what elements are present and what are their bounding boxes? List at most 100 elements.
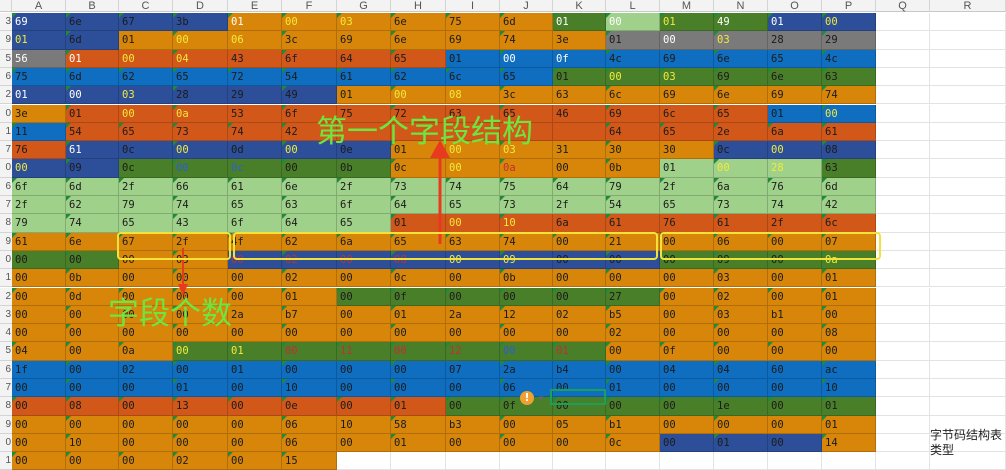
grid-cell[interactable]: 00 <box>768 379 822 398</box>
grid-cell[interactable]: 00 <box>822 305 876 325</box>
grid-cell[interactable]: 08 <box>822 324 876 343</box>
grid-cell[interactable]: 62 <box>282 232 337 251</box>
grid-cell[interactable]: 72 <box>228 67 282 87</box>
grid-cell[interactable]: 64 <box>391 196 446 215</box>
column-header-k[interactable]: K <box>553 0 606 12</box>
column-header-j[interactable]: J <box>500 0 553 12</box>
grid-cell[interactable]: 74 <box>66 214 119 233</box>
grid-cell[interactable]: 00 <box>446 141 500 160</box>
grid-cell[interactable]: 54 <box>282 67 337 87</box>
grid-cell[interactable]: 56 <box>12 49 66 68</box>
row-header[interactable]: 5 <box>0 342 12 361</box>
grid-cell[interactable]: 0c <box>391 159 446 178</box>
grid-cell[interactable]: 01 <box>119 31 173 50</box>
grid-cell[interactable]: 3e <box>12 104 66 123</box>
grid-cell[interactable]: 65 <box>391 232 446 251</box>
grid-cell[interactable]: 00 <box>119 269 173 288</box>
grid-cell[interactable] <box>876 86 930 105</box>
grid-cell[interactable]: 00 <box>12 397 66 416</box>
grid-cell[interactable]: 1e <box>714 397 768 416</box>
grid-cell[interactable]: 01 <box>337 86 391 105</box>
grid-cell[interactable] <box>930 324 1006 343</box>
grid-cell[interactable]: 6e <box>66 232 119 251</box>
grid-cell[interactable]: 00 <box>606 397 660 416</box>
grid-cell[interactable]: 00 <box>337 360 391 379</box>
grid-cell[interactable]: 00 <box>337 397 391 416</box>
grid-cell[interactable]: 00 <box>66 415 119 434</box>
grid-cell[interactable]: 00 <box>12 305 66 325</box>
grid-cell[interactable]: 61 <box>228 177 282 196</box>
grid-cell[interactable]: 28 <box>768 159 822 178</box>
grid-cell[interactable]: 00 <box>714 342 768 361</box>
grid-cell[interactable]: 00 <box>66 250 119 270</box>
grid-cell[interactable]: 2a <box>446 305 500 325</box>
grid-cell[interactable]: 54 <box>66 122 119 142</box>
grid-cell[interactable]: 02 <box>119 360 173 379</box>
column-header-h[interactable]: H <box>391 0 446 12</box>
chevron-down-icon[interactable]: ▼ <box>537 394 545 403</box>
grid-cell[interactable]: 62 <box>391 67 446 87</box>
grid-cell[interactable]: 04 <box>714 360 768 379</box>
grid-cell[interactable]: 01 <box>768 13 822 32</box>
grid-cell[interactable]: 65 <box>173 67 228 87</box>
grid-cell[interactable]: 06 <box>714 232 768 251</box>
row-header[interactable]: 4 <box>0 324 12 343</box>
grid-cell[interactable]: 10 <box>282 379 337 398</box>
grid-cell[interactable]: 1f <box>12 360 66 379</box>
grid-cell[interactable]: 65 <box>660 196 714 215</box>
grid-cell[interactable]: 00 <box>173 159 228 178</box>
grid-cell[interactable]: 6d <box>66 177 119 196</box>
grid-cell[interactable]: 76 <box>660 214 714 233</box>
grid-cell[interactable]: 00 <box>660 250 714 270</box>
grid-cell[interactable] <box>876 305 930 325</box>
grid-cell[interactable]: 12 <box>500 305 553 325</box>
grid-cell[interactable]: 6d <box>822 177 876 196</box>
grid-cell[interactable]: 08 <box>391 250 446 270</box>
grid-cell[interactable]: 2f <box>768 214 822 233</box>
grid-cell[interactable]: 49 <box>714 13 768 32</box>
grid-cell[interactable]: 0a <box>119 342 173 361</box>
active-cell-border[interactable] <box>550 389 606 405</box>
grid-cell[interactable]: 01 <box>66 104 119 123</box>
grid-cell[interactable] <box>500 122 553 142</box>
grid-cell[interactable]: 6f <box>282 49 337 68</box>
grid-cell[interactable]: 21 <box>606 232 660 251</box>
grid-cell[interactable]: 00 <box>66 305 119 325</box>
grid-cell[interactable]: 6e <box>391 31 446 50</box>
column-header-b[interactable]: B <box>66 0 119 12</box>
grid-cell[interactable]: 00 <box>768 269 822 288</box>
grid-cell[interactable]: 6e <box>391 13 446 32</box>
grid-cell[interactable]: 00 <box>119 452 173 470</box>
grid-cell[interactable]: 14 <box>822 433 876 453</box>
grid-cell[interactable]: 00 <box>66 379 119 398</box>
grid-cell[interactable]: 00 <box>768 433 822 453</box>
column-header-o[interactable]: O <box>768 0 822 12</box>
grid-cell[interactable] <box>876 13 930 32</box>
row-header[interactable]: 0 <box>0 159 12 178</box>
grid-cell[interactable]: 64 <box>282 214 337 233</box>
grid-cell[interactable] <box>768 452 822 470</box>
grid-cell[interactable]: 63 <box>282 196 337 215</box>
column-header-n[interactable]: N <box>714 0 768 12</box>
grid-cell[interactable]: 0e <box>282 397 337 416</box>
grid-cell[interactable]: 04 <box>12 342 66 361</box>
grid-cell[interactable]: 00 <box>282 159 337 178</box>
grid-cell[interactable]: 63 <box>446 232 500 251</box>
grid-cell[interactable]: 72 <box>391 104 446 123</box>
grid-cell[interactable]: 00 <box>822 104 876 123</box>
grid-cell[interactable] <box>876 196 930 215</box>
grid-cell[interactable] <box>930 214 1006 233</box>
grid-cell[interactable]: 64 <box>553 177 606 196</box>
grid-cell[interactable]: 07 <box>446 360 500 379</box>
grid-cell[interactable]: 09 <box>714 250 768 270</box>
grid-cell[interactable]: 65 <box>228 196 282 215</box>
grid-cell[interactable]: 65 <box>446 196 500 215</box>
grid-cell[interactable]: 00 <box>228 415 282 434</box>
grid-cell[interactable]: 76 <box>768 177 822 196</box>
grid-cell[interactable]: 31 <box>553 141 606 160</box>
grid-cell[interactable]: 69 <box>12 13 66 32</box>
grid-cell[interactable]: 00 <box>446 379 500 398</box>
grid-cell[interactable]: 15 <box>282 452 337 470</box>
grid-cell[interactable]: 08 <box>446 86 500 105</box>
